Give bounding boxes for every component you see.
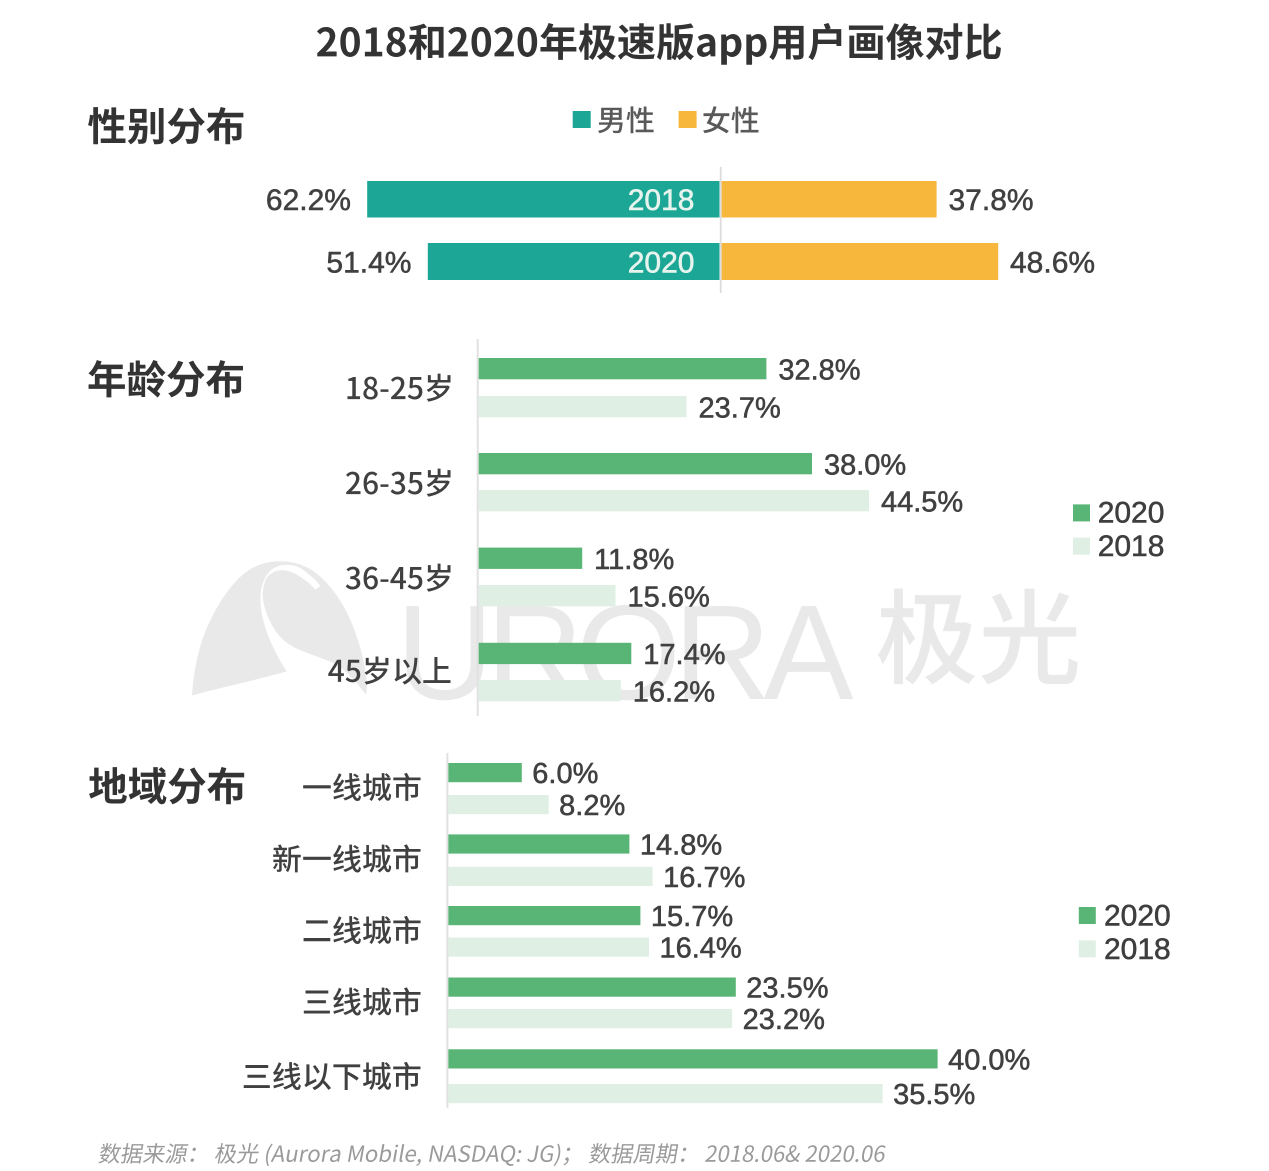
svg-text:2020: 2020 (628, 246, 695, 279)
svg-text:16.4%: 16.4% (659, 933, 741, 965)
svg-text:16.2%: 16.2% (633, 676, 715, 708)
svg-text:23.7%: 23.7% (699, 392, 781, 424)
svg-text:14.8%: 14.8% (640, 830, 722, 862)
svg-text:16.7%: 16.7% (663, 862, 745, 894)
svg-text:51.4%: 51.4% (326, 246, 411, 279)
svg-text:11.8%: 11.8% (594, 544, 674, 576)
svg-text:2018: 2018 (628, 184, 695, 217)
svg-text:23.5%: 23.5% (746, 973, 828, 1005)
svg-text:44.5%: 44.5% (881, 486, 963, 518)
svg-text:2018: 2018 (1098, 530, 1165, 563)
svg-text:40.0%: 40.0% (948, 1045, 1030, 1077)
svg-text:15.7%: 15.7% (651, 901, 733, 933)
svg-text:35.5%: 35.5% (893, 1079, 975, 1111)
svg-text:32.8%: 32.8% (778, 354, 860, 386)
svg-text:2020: 2020 (1104, 899, 1171, 932)
svg-text:37.8%: 37.8% (949, 184, 1034, 217)
svg-text:6.0%: 6.0% (532, 758, 598, 790)
svg-text:23.2%: 23.2% (743, 1004, 825, 1036)
svg-text:2020: 2020 (1098, 497, 1165, 530)
svg-text:2018: 2018 (1104, 933, 1171, 966)
svg-text:15.6%: 15.6% (628, 581, 710, 613)
svg-text:38.0%: 38.0% (824, 449, 906, 481)
svg-text:17.4%: 17.4% (643, 639, 725, 671)
svg-text:62.2%: 62.2% (266, 184, 351, 217)
svg-text:48.6%: 48.6% (1010, 246, 1095, 279)
svg-text:8.2%: 8.2% (559, 790, 625, 822)
